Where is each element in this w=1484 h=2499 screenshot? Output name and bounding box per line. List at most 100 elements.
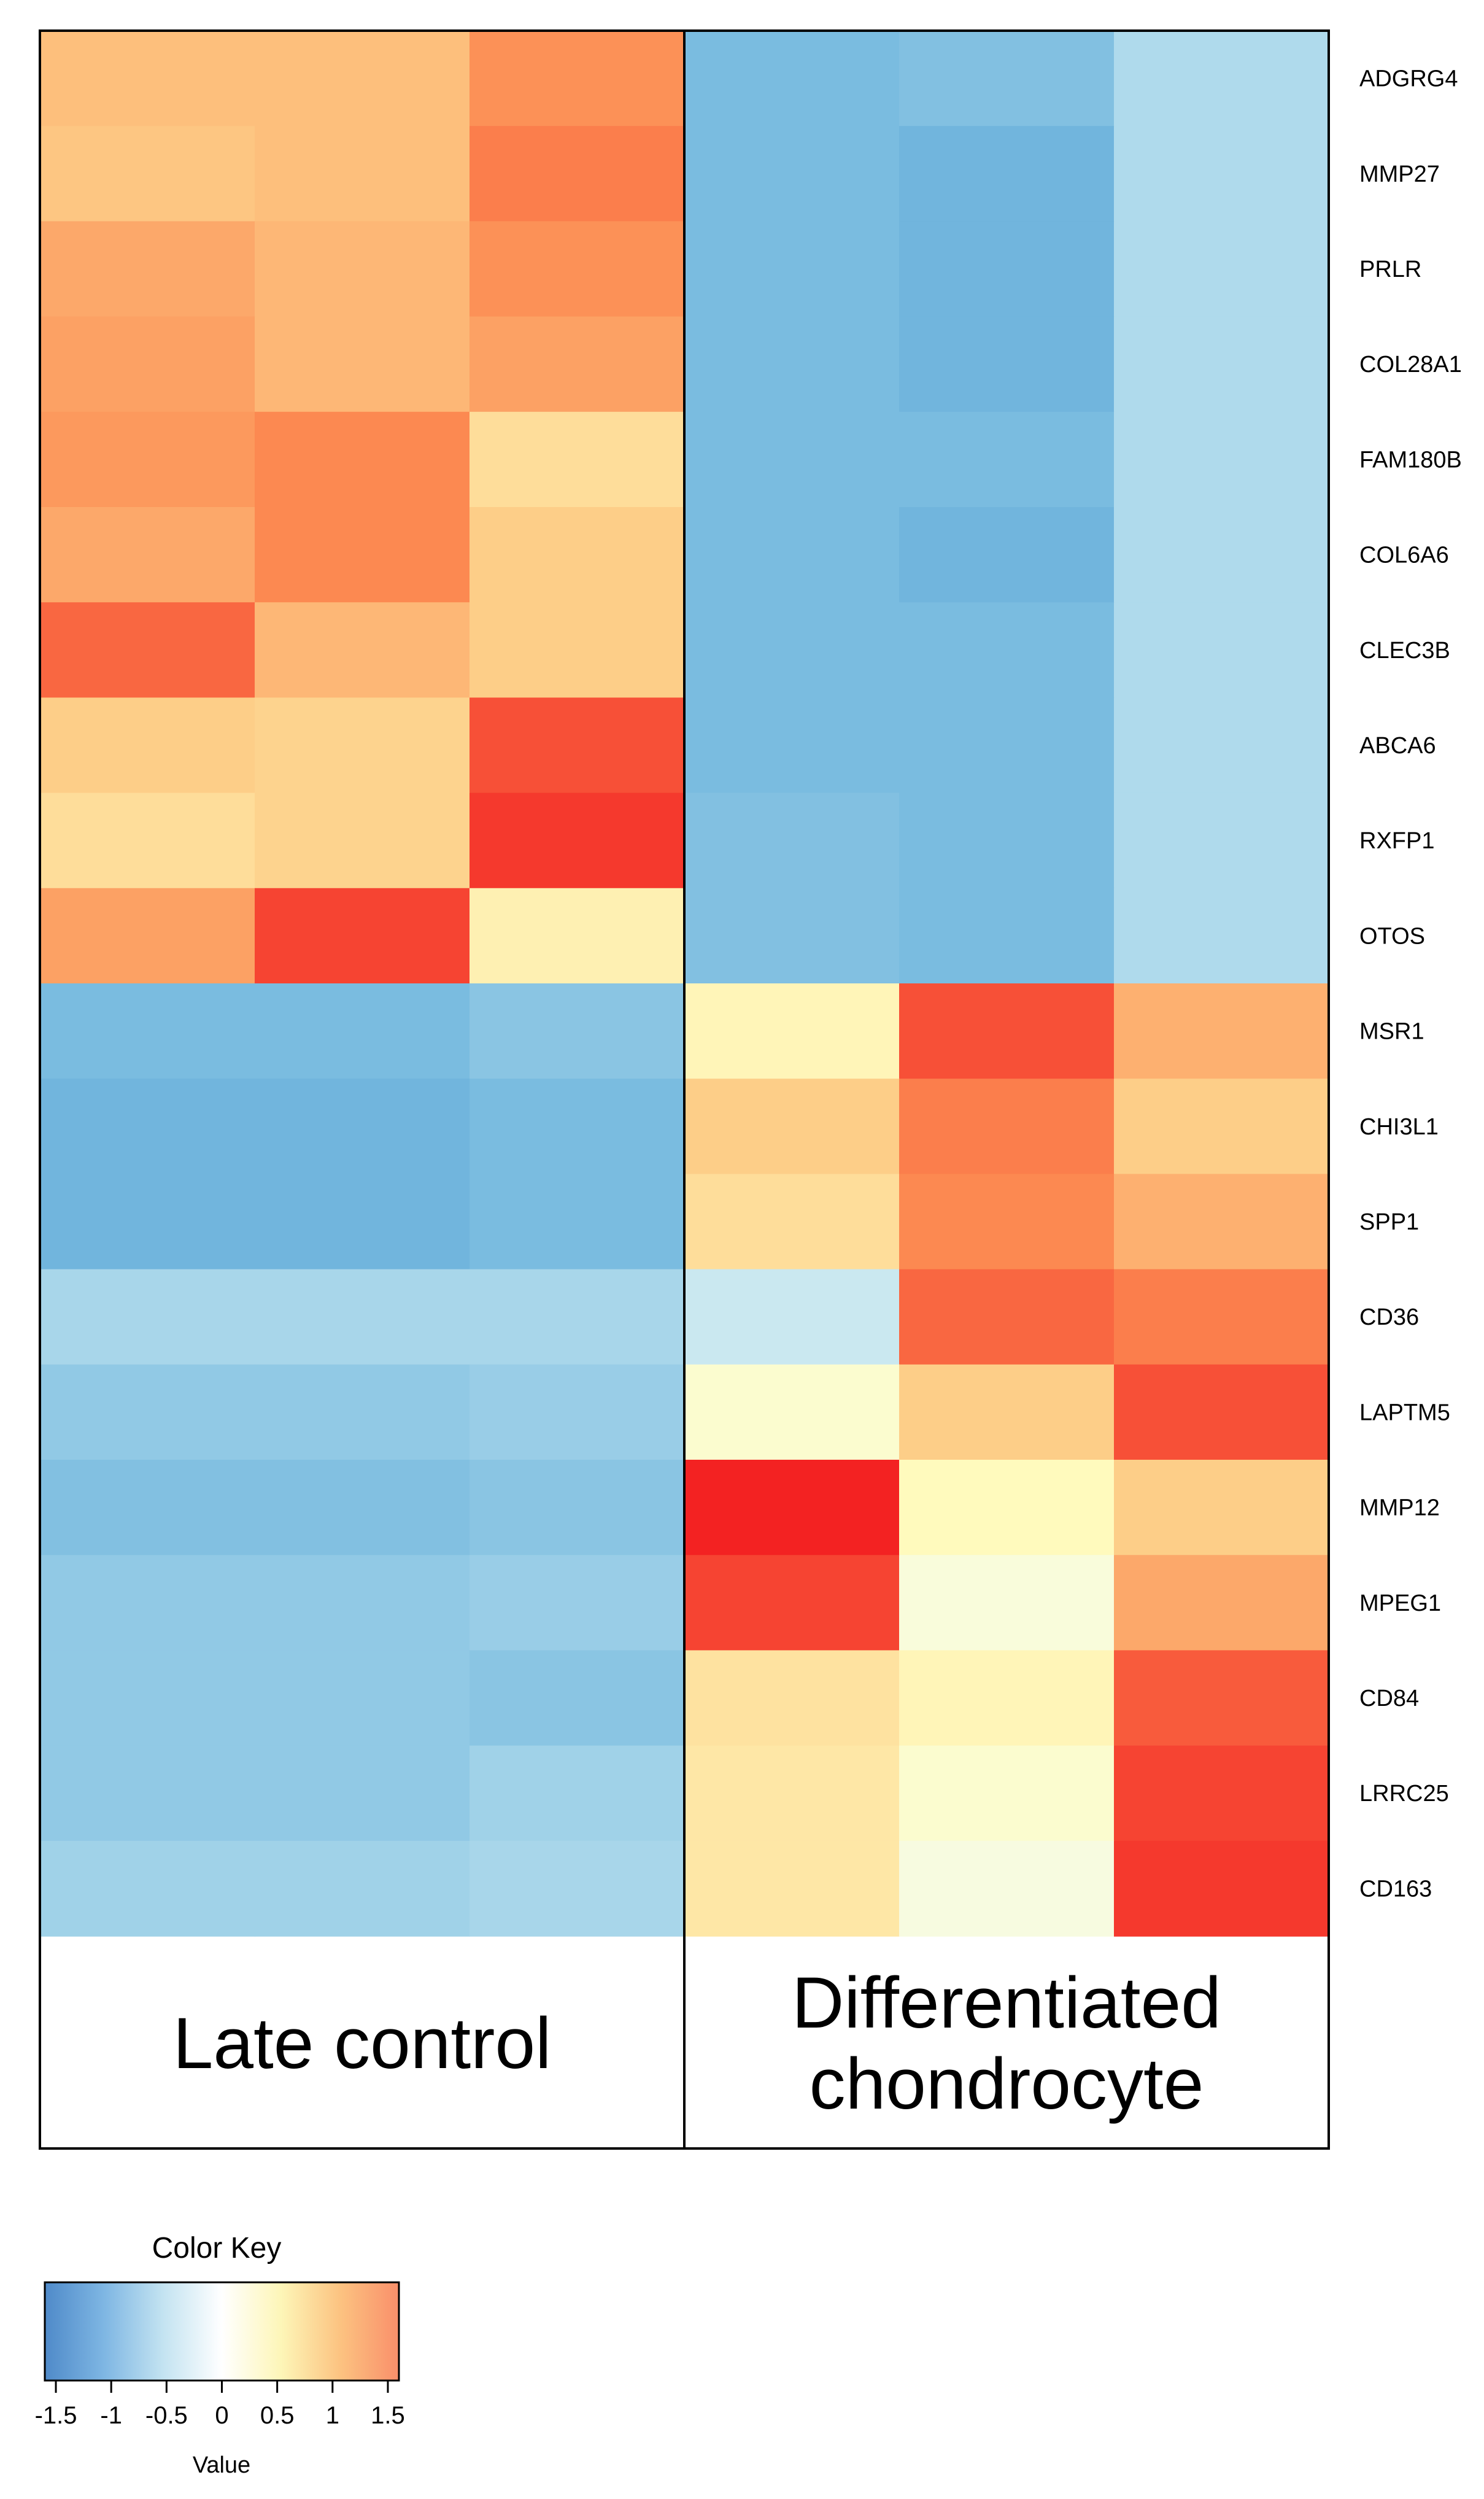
heatmap-cell-rxfp1-col4: [684, 792, 900, 889]
heatmap-cell-spp1-col3: [470, 1174, 685, 1270]
group-label-2-line-2: chondrocyte: [810, 2044, 1204, 2125]
heatmap-cell-msr1-col1: [40, 983, 255, 1079]
heatmap-cell-prlr-col3: [470, 221, 685, 317]
heatmap-cell-chi3l1-col2: [255, 1079, 470, 1175]
heatmap-cell-col28a1-col1: [40, 316, 255, 413]
heatmap-cell-chi3l1-col5: [899, 1079, 1115, 1175]
heatmap-cell-col28a1-col5: [899, 316, 1115, 413]
heatmap-cell-fam180b-col5: [899, 411, 1115, 508]
heatmap-cell-laptm5-col3: [470, 1364, 685, 1460]
heatmap-cell-prlr-col1: [40, 221, 255, 317]
color-key-gradient-bar: [44, 2281, 400, 2382]
heatmap-cell-adgrg4-col2: [255, 31, 470, 126]
heatmap-cell-cd84-col6: [1114, 1650, 1329, 1746]
heatmap-cell-lrrc25-col6: [1114, 1745, 1329, 1842]
heatmap-cell-prlr-col2: [255, 221, 470, 317]
row-label-col6a6: COL6A6: [1359, 543, 1449, 568]
heatmap-cell-otos-col5: [899, 888, 1115, 984]
heatmap-cell-mpeg1-col3: [470, 1555, 685, 1651]
heatmap-cell-cd163-col5: [899, 1840, 1115, 1937]
heatmap-cell-abca6-col4: [684, 697, 900, 794]
row-label-cd36: CD36: [1359, 1304, 1419, 1330]
group-label-2-line-1: Differentiated: [792, 1962, 1221, 2044]
heatmap-cell-mmp12-col6: [1114, 1460, 1329, 1556]
row-label-adgrg4: ADGRG4: [1359, 66, 1458, 92]
heatmap-cell-cd36-col5: [899, 1269, 1115, 1365]
color-key-title: Color Key: [152, 2232, 282, 2265]
heatmap-cell-otos-col2: [255, 888, 470, 984]
heatmap-cell-clec3b-col5: [899, 602, 1115, 699]
heatmap-cell-rxfp1-col2: [255, 792, 470, 889]
heatmap-cell-col6a6-col3: [470, 507, 685, 603]
heatmap-cell-spp1-col1: [40, 1174, 255, 1270]
heatmap-cell-abca6-col2: [255, 697, 470, 794]
heatmap-cell-otos-col3: [470, 888, 685, 984]
heatmap-cell-msr1-col4: [684, 983, 900, 1079]
color-key-tick-label: 0.5: [260, 2402, 295, 2429]
heatmap-cell-msr1-col3: [470, 983, 685, 1079]
heatmap-cell-col6a6-col5: [899, 507, 1115, 603]
row-label-cd84: CD84: [1359, 1686, 1419, 1711]
heatmap-cell-msr1-col5: [899, 983, 1115, 1079]
row-labels: ADGRG4 MMP27 PRLR COL28A1 FAM180B COL6A6 CLEC3…: [1359, 66, 1462, 1902]
row-label-chi3l1: CHI3L1: [1359, 1114, 1439, 1140]
row-label-spp1: SPP1: [1359, 1209, 1419, 1235]
row-label-laptm5: LAPTM5: [1359, 1400, 1450, 1425]
heatmap-cell-adgrg4-col1: [40, 31, 255, 126]
heatmap-cells: [40, 31, 1329, 1937]
row-label-cd163: CD163: [1359, 1876, 1432, 1902]
heatmap-cell-cd84-col4: [684, 1650, 900, 1746]
row-label-mmp12: MMP12: [1359, 1495, 1440, 1521]
heatmap-cell-cd36-col4: [684, 1269, 900, 1365]
row-label-fam180b: FAM180B: [1359, 447, 1462, 473]
color-key-tick-label: -1: [100, 2402, 122, 2429]
heatmap-cell-lrrc25-col3: [470, 1745, 685, 1842]
row-label-col28a1: COL28A1: [1359, 352, 1462, 378]
heatmap-cell-clec3b-col3: [470, 602, 685, 699]
heatmap-cell-cd84-col2: [255, 1650, 470, 1746]
heatmap-cell-cd84-col5: [899, 1650, 1115, 1746]
heatmap-cell-rxfp1-col3: [470, 792, 685, 889]
row-label-rxfp1: RXFP1: [1359, 828, 1434, 854]
heatmap-cell-abca6-col6: [1114, 697, 1329, 794]
heatmap-cell-lrrc25-col2: [255, 1745, 470, 1842]
group-label-1-line-1: Late control: [173, 2003, 552, 2084]
heatmap-cell-spp1-col5: [899, 1174, 1115, 1270]
row-label-otos: OTOS: [1359, 923, 1425, 949]
color-key-axis-label: Value: [193, 2452, 250, 2478]
heatmap-cell-fam180b-col3: [470, 411, 685, 508]
heatmap-cell-col6a6-col6: [1114, 507, 1329, 603]
heatmap-cell-abca6-col3: [470, 697, 685, 794]
heatmap-cell-msr1-col6: [1114, 983, 1329, 1079]
heatmap-cell-rxfp1-col6: [1114, 792, 1329, 889]
heatmap-cell-lrrc25-col5: [899, 1745, 1115, 1842]
heatmap-cell-chi3l1-col6: [1114, 1079, 1329, 1175]
heatmap-cell-clec3b-col1: [40, 602, 255, 699]
heatmap-cell-mmp12-col4: [684, 1460, 900, 1556]
heatmap-cell-prlr-col5: [899, 221, 1115, 317]
heatmap-cell-cd84-col3: [470, 1650, 685, 1746]
heatmap-cell-chi3l1-col1: [40, 1079, 255, 1175]
heatmap-cell-cd36-col1: [40, 1269, 255, 1365]
heatmap-cell-lrrc25-col4: [684, 1745, 900, 1842]
heatmap-cell-rxfp1-col1: [40, 792, 255, 889]
heatmap-cell-fam180b-col4: [684, 411, 900, 508]
heatmap-cell-cd36-col6: [1114, 1269, 1329, 1365]
heatmap-cell-chi3l1-col4: [684, 1079, 900, 1175]
row-label-mmp27: MMP27: [1359, 161, 1440, 187]
heatmap-cell-mmp12-col1: [40, 1460, 255, 1556]
heatmap-cell-fam180b-col6: [1114, 411, 1329, 508]
heatmap-cell-cd163-col1: [40, 1840, 255, 1937]
heatmap-cell-spp1-col6: [1114, 1174, 1329, 1270]
heatmap-cell-fam180b-col1: [40, 411, 255, 508]
heatmap-cell-laptm5-col6: [1114, 1364, 1329, 1460]
heatmap-cell-cd84-col1: [40, 1650, 255, 1746]
heatmap-frames: [39, 29, 1330, 2150]
heatmap-cell-clec3b-col6: [1114, 602, 1329, 699]
heatmap-cell-adgrg4-col6: [1114, 31, 1329, 126]
heatmap-cell-adgrg4-col5: [899, 31, 1115, 126]
heatmap-cell-prlr-col6: [1114, 221, 1329, 317]
color-key-tick-label: -1.5: [35, 2402, 77, 2429]
heatmap-cell-laptm5-col5: [899, 1364, 1115, 1460]
